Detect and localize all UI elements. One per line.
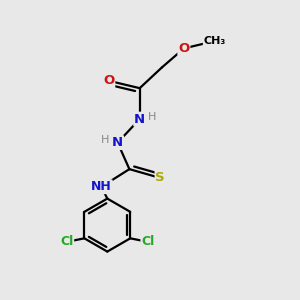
Text: O: O <box>178 42 190 55</box>
Text: H: H <box>148 112 156 122</box>
Text: S: S <box>155 172 165 184</box>
Text: Cl: Cl <box>60 236 73 248</box>
Text: O: O <box>103 74 114 87</box>
Text: NH: NH <box>91 180 112 193</box>
Text: Cl: Cl <box>141 236 154 248</box>
Text: H: H <box>101 135 110 145</box>
Text: N: N <box>134 112 145 126</box>
Text: N: N <box>112 136 123 149</box>
Text: CH₃: CH₃ <box>204 36 226 46</box>
